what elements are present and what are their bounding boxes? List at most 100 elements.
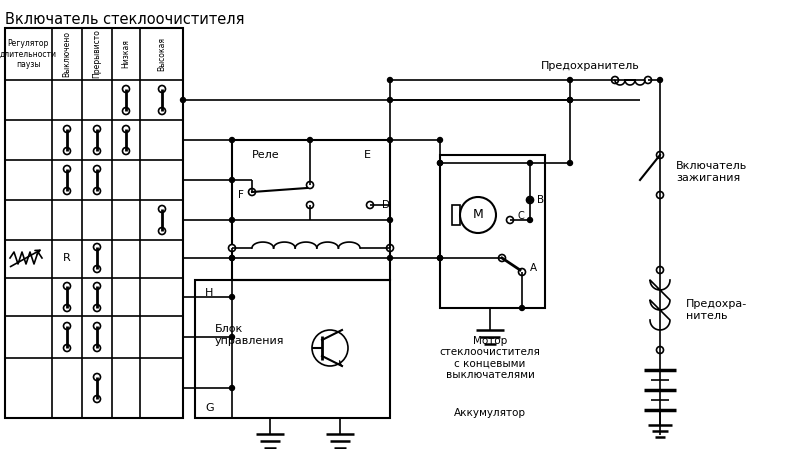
Circle shape bbox=[230, 335, 234, 339]
Circle shape bbox=[94, 322, 101, 330]
Circle shape bbox=[567, 160, 573, 166]
Circle shape bbox=[230, 386, 234, 391]
Circle shape bbox=[519, 305, 525, 311]
Circle shape bbox=[94, 304, 101, 312]
Text: Реле: Реле bbox=[252, 150, 280, 160]
Text: Предохра-
нитель: Предохра- нитель bbox=[686, 299, 747, 321]
Text: Аккумулятор: Аккумулятор bbox=[454, 408, 526, 418]
Circle shape bbox=[438, 137, 442, 142]
Circle shape bbox=[122, 85, 130, 92]
Circle shape bbox=[94, 148, 101, 154]
Circle shape bbox=[230, 137, 234, 142]
Circle shape bbox=[658, 78, 662, 83]
Circle shape bbox=[63, 344, 70, 352]
Bar bbox=[195, 280, 390, 418]
Circle shape bbox=[438, 160, 442, 166]
Circle shape bbox=[438, 255, 442, 260]
Circle shape bbox=[94, 166, 101, 172]
Circle shape bbox=[158, 107, 166, 114]
Circle shape bbox=[567, 97, 573, 102]
Circle shape bbox=[63, 148, 70, 154]
Circle shape bbox=[94, 282, 101, 290]
Circle shape bbox=[611, 76, 618, 84]
Circle shape bbox=[518, 269, 526, 276]
Circle shape bbox=[657, 151, 663, 158]
Text: Регулятор
длительности
паузы: Регулятор длительности паузы bbox=[0, 39, 57, 69]
Text: G: G bbox=[205, 403, 214, 413]
Text: R: R bbox=[63, 253, 71, 263]
Circle shape bbox=[63, 304, 70, 312]
Circle shape bbox=[307, 137, 313, 142]
Text: E: E bbox=[363, 150, 370, 160]
Circle shape bbox=[498, 255, 506, 261]
Circle shape bbox=[122, 126, 130, 132]
Circle shape bbox=[526, 197, 534, 203]
Circle shape bbox=[94, 243, 101, 251]
Circle shape bbox=[94, 374, 101, 380]
Circle shape bbox=[230, 295, 234, 299]
Text: H: H bbox=[205, 288, 214, 298]
Circle shape bbox=[657, 192, 663, 198]
Bar bbox=[5, 28, 183, 418]
Circle shape bbox=[94, 126, 101, 132]
Bar bbox=[232, 140, 390, 280]
Circle shape bbox=[63, 188, 70, 194]
Text: A: A bbox=[530, 263, 537, 273]
Text: Низкая: Низкая bbox=[122, 40, 130, 68]
Circle shape bbox=[158, 206, 166, 212]
Text: M: M bbox=[473, 208, 483, 221]
Circle shape bbox=[657, 267, 663, 273]
Circle shape bbox=[527, 160, 533, 166]
Text: D: D bbox=[382, 200, 390, 210]
Circle shape bbox=[63, 282, 70, 290]
Circle shape bbox=[567, 78, 573, 83]
Text: Блок
управления: Блок управления bbox=[215, 324, 285, 346]
Circle shape bbox=[230, 255, 234, 260]
Circle shape bbox=[567, 97, 573, 102]
Circle shape bbox=[387, 137, 393, 142]
Circle shape bbox=[230, 217, 234, 223]
Circle shape bbox=[94, 188, 101, 194]
Text: B: B bbox=[537, 195, 544, 205]
Bar bbox=[452, 205, 460, 225]
Circle shape bbox=[306, 181, 314, 189]
Circle shape bbox=[387, 217, 393, 223]
Circle shape bbox=[63, 166, 70, 172]
Circle shape bbox=[460, 197, 496, 233]
Circle shape bbox=[387, 255, 393, 260]
Circle shape bbox=[249, 189, 255, 195]
Text: Включатель
зажигания: Включатель зажигания bbox=[676, 161, 747, 183]
Circle shape bbox=[158, 85, 166, 92]
Text: Мотор
стеклоочистителя
с концевыми
выключателями: Мотор стеклоочистителя с концевыми выклю… bbox=[439, 335, 541, 380]
Circle shape bbox=[387, 78, 393, 83]
Text: F: F bbox=[238, 190, 244, 200]
Circle shape bbox=[306, 202, 314, 208]
Circle shape bbox=[230, 255, 234, 260]
Circle shape bbox=[366, 202, 374, 208]
Circle shape bbox=[94, 396, 101, 402]
Circle shape bbox=[181, 97, 186, 102]
Text: Включатель стеклоочистителя: Включатель стеклоочистителя bbox=[5, 12, 245, 27]
Circle shape bbox=[94, 344, 101, 352]
Text: Выключено: Выключено bbox=[62, 31, 71, 77]
Text: C: C bbox=[517, 211, 524, 221]
Text: Высокая: Высокая bbox=[158, 37, 166, 71]
Text: Предохранитель: Предохранитель bbox=[541, 61, 639, 71]
Circle shape bbox=[229, 245, 235, 251]
Circle shape bbox=[527, 198, 533, 202]
Bar bbox=[440, 155, 545, 308]
Circle shape bbox=[312, 330, 348, 366]
Circle shape bbox=[94, 265, 101, 273]
Circle shape bbox=[438, 160, 442, 166]
Text: Прерывисто: Прерывисто bbox=[93, 30, 102, 79]
Circle shape bbox=[645, 76, 651, 84]
Circle shape bbox=[63, 126, 70, 132]
Circle shape bbox=[506, 216, 514, 224]
Circle shape bbox=[527, 217, 533, 223]
Circle shape bbox=[657, 347, 663, 353]
Circle shape bbox=[63, 322, 70, 330]
Circle shape bbox=[438, 255, 442, 260]
Circle shape bbox=[158, 228, 166, 234]
Circle shape bbox=[122, 148, 130, 154]
Circle shape bbox=[122, 107, 130, 114]
